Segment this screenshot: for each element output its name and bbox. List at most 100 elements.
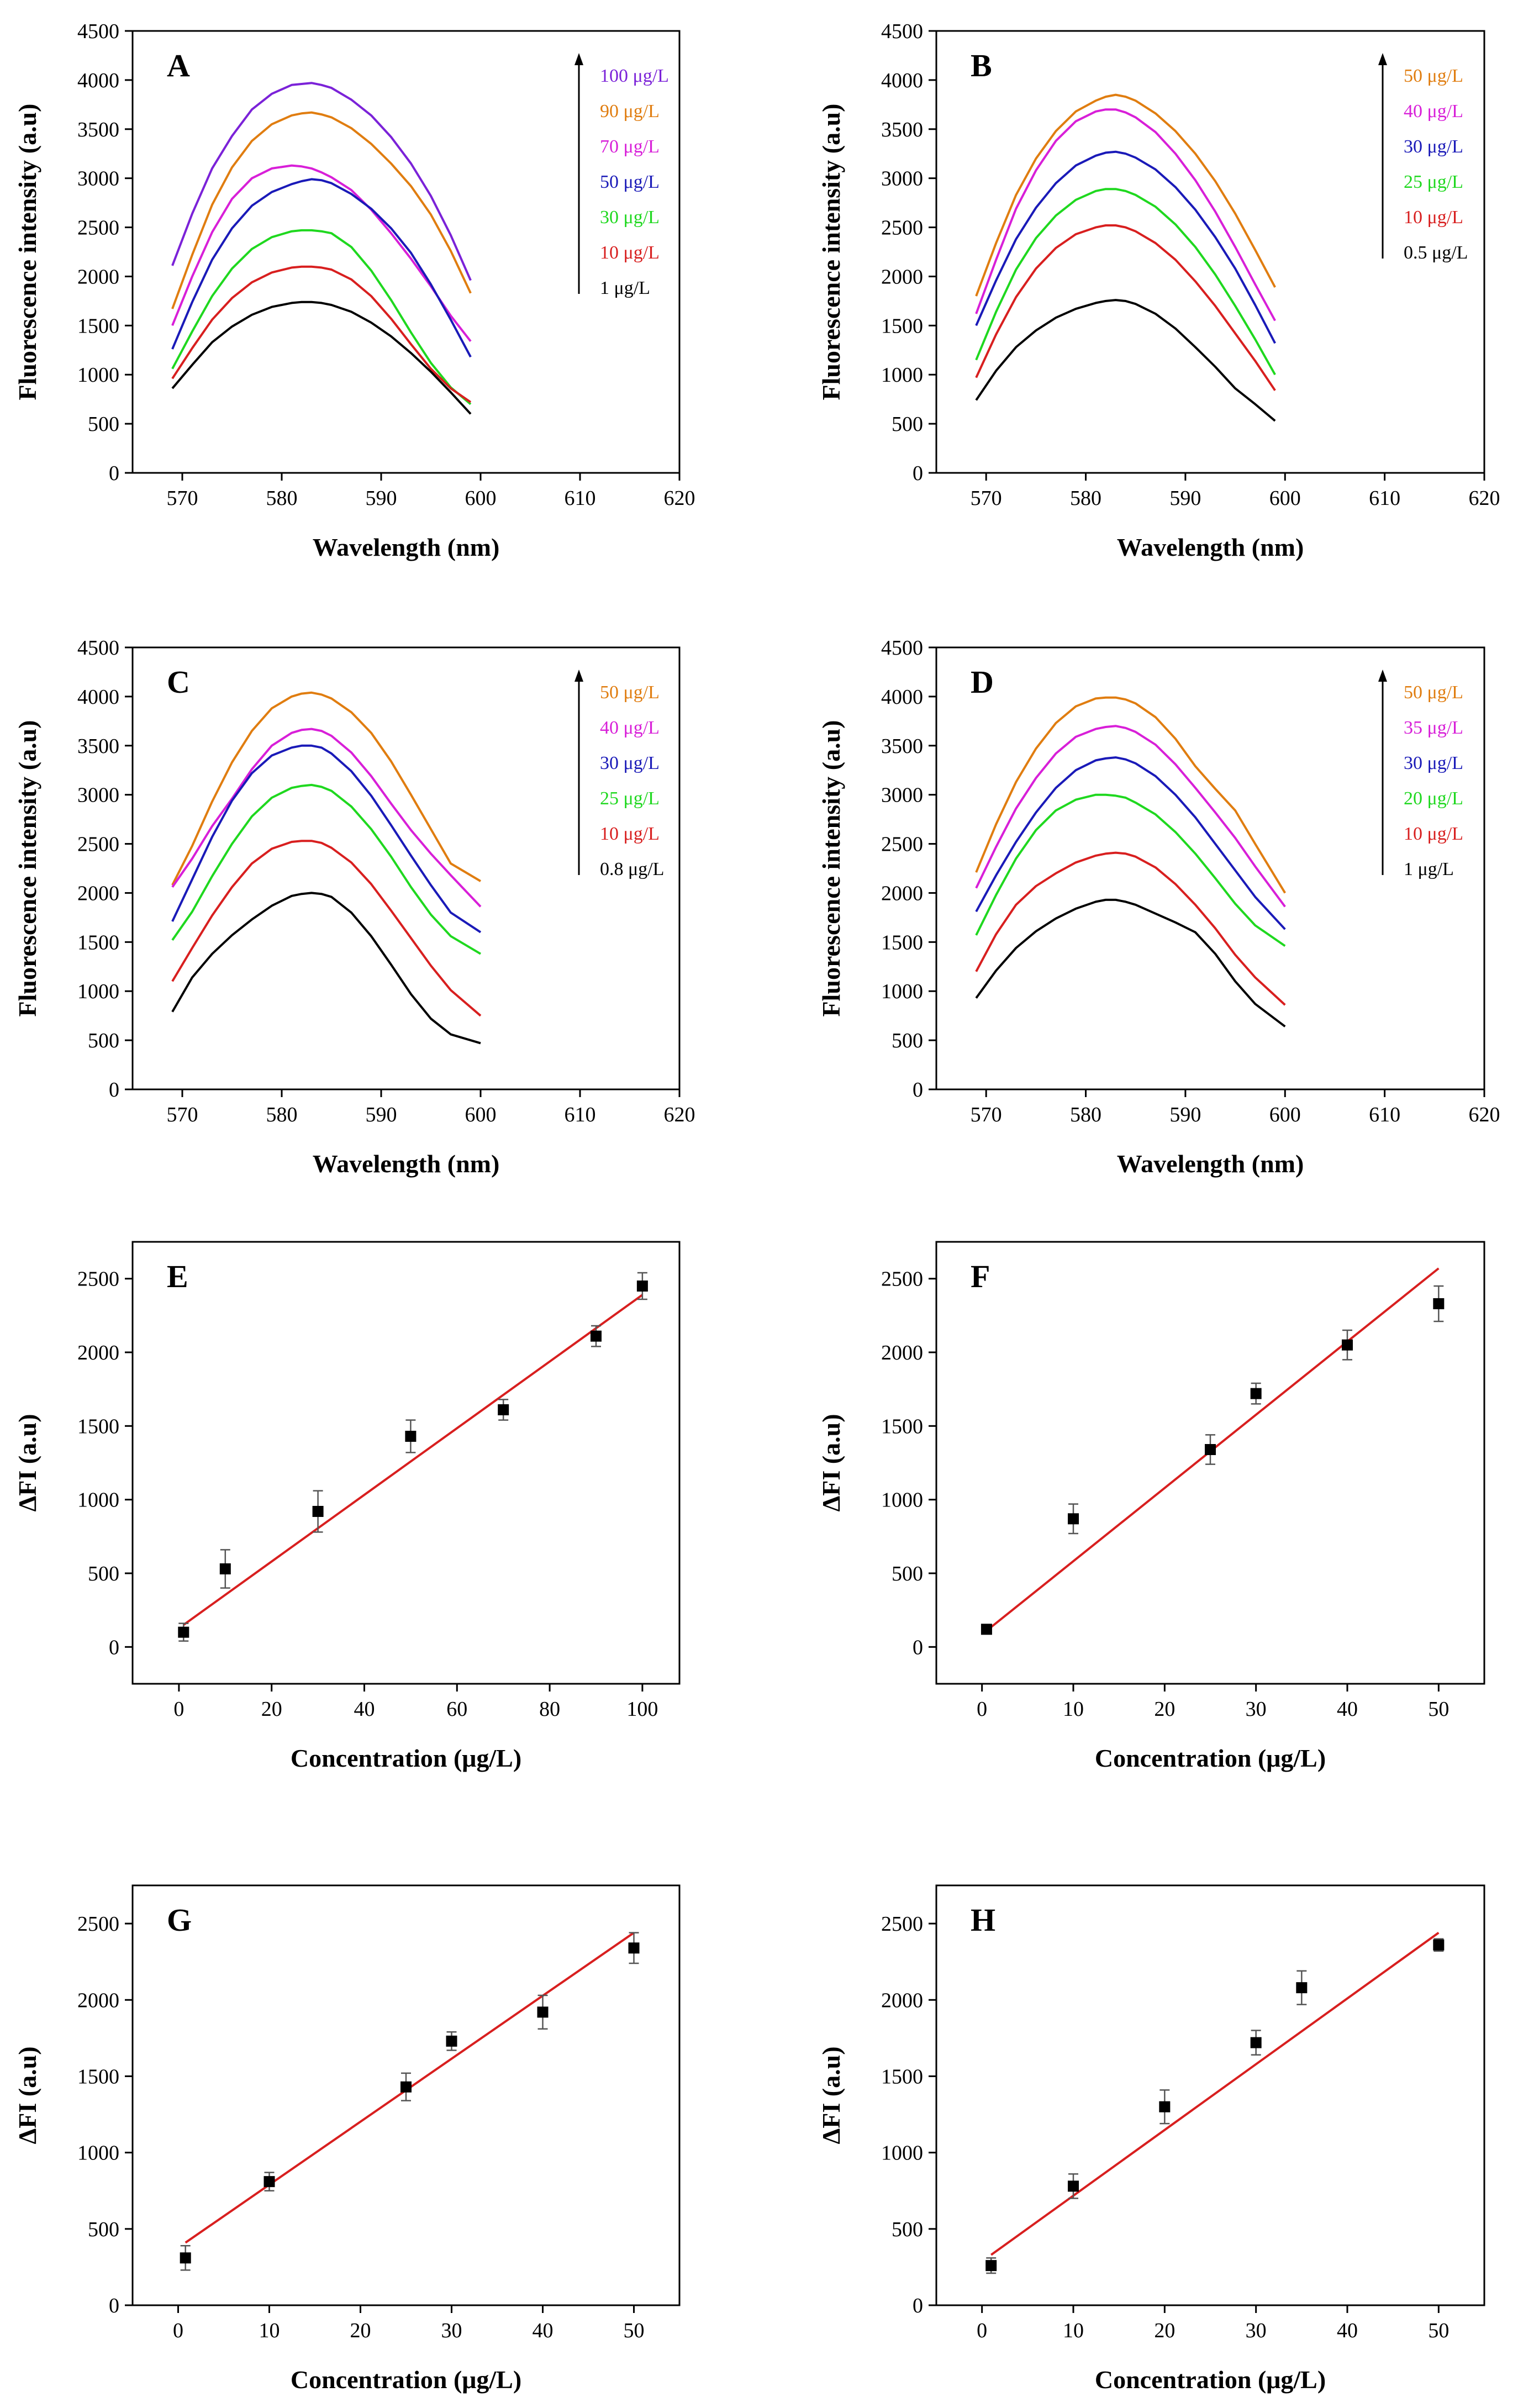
legend-entry: 90 μg/L (600, 101, 660, 122)
y-tick-label: 4000 (881, 686, 923, 709)
y-tick-label: 4000 (77, 686, 119, 709)
data-point (1068, 1513, 1079, 1525)
x-tick-label: 10 (259, 2319, 280, 2342)
x-tick-label: 50 (1428, 2319, 1449, 2342)
series-line (975, 299, 1276, 422)
legend-entry: 30 μg/L (600, 753, 660, 773)
legend-entry: 40 μg/L (1404, 101, 1463, 122)
x-axis-label: Wavelength (nm) (313, 1150, 500, 1178)
x-tick-label: 570 (971, 1103, 1002, 1126)
y-tick-label: 1000 (77, 980, 119, 1003)
series-line (171, 783, 482, 955)
y-tick-label: 3500 (77, 118, 119, 141)
y-tick-label: 0 (109, 1078, 119, 1102)
series-line (171, 744, 482, 934)
series-line (171, 892, 481, 1045)
x-tick-label: 40 (533, 2319, 554, 2342)
series-line (171, 178, 472, 358)
x-tick-label: 580 (266, 1103, 298, 1126)
panel-label: E (167, 1258, 188, 1294)
y-tick-label: 0 (109, 1636, 119, 1659)
x-tick-label: 20 (1154, 2319, 1175, 2342)
y-tick-label: 2500 (881, 833, 923, 856)
series-line (975, 108, 1276, 322)
panel-c: 570 580 590 600 610 620 0 500 1000 1500 2000 2500 30… (13, 636, 695, 1178)
y-tick-label: 1000 (881, 1489, 923, 1512)
plot-frame (131, 646, 681, 1090)
y-tick-label: 2000 (881, 1341, 923, 1364)
series-line (975, 150, 1276, 344)
y-tick-label: 3500 (881, 118, 923, 141)
x-axis-label: Wavelength (nm) (1117, 1150, 1304, 1178)
data-point (1433, 1298, 1445, 1309)
x-tick-label: 590 (1169, 1103, 1201, 1126)
x-tick-label: 0 (173, 1698, 184, 1721)
y-tick-label: 1500 (77, 2065, 119, 2088)
panel-label: F (971, 1258, 990, 1294)
data-point (1433, 1939, 1445, 1951)
y-tick-label: 500 (892, 1562, 923, 1585)
series-line (975, 93, 1276, 297)
y-tick-label: 500 (88, 413, 119, 436)
y-tick-label: 2500 (77, 833, 119, 856)
x-tick-label: 40 (1337, 1698, 1358, 1721)
x-tick-label: 10 (1063, 2319, 1084, 2342)
y-tick-label: 0 (913, 1078, 923, 1102)
legend-entry: 25 μg/L (600, 788, 660, 809)
x-tick-label: 10 (1063, 1698, 1084, 1721)
y-tick-label: 2500 (77, 1268, 119, 1291)
legend-arrow-head (574, 53, 583, 65)
y-axis-label: Fluorescence intensity (a.u) (13, 103, 41, 400)
panel-b: 570 580 590 600 610 620 0 500 1000 1500 2000 2500 30… (817, 20, 1500, 561)
y-tick-label: 500 (892, 1029, 923, 1052)
panel-h: 0 10 20 30 40 5005001000150020002500Concentra… (817, 1884, 1485, 2394)
y-tick-label: 4000 (881, 69, 923, 92)
data-point (1296, 1982, 1308, 1994)
y-tick-label: 3000 (881, 784, 923, 807)
x-tick-label: 30 (441, 2319, 462, 2342)
y-tick-label: 2000 (881, 1989, 923, 2012)
y-tick-label: 2500 (77, 217, 119, 240)
x-tick-label: 100 (626, 1698, 658, 1721)
legend-entry: 0.5 μg/L (1404, 243, 1468, 263)
data-point (312, 1506, 324, 1517)
legend-entry: 35 μg/L (1404, 718, 1463, 738)
y-axis-label: Fluorescence intensity (a.u) (817, 720, 845, 1016)
y-tick-label: 1500 (77, 931, 119, 954)
series-line (975, 224, 1276, 391)
y-tick-label: 1000 (881, 2142, 923, 2165)
x-tick-label: 570 (167, 1103, 198, 1126)
panel-g: 0 10 20 30 40 5005001000150020002500Concentra… (13, 1884, 681, 2394)
legend-entry: 100 μg/L (600, 66, 669, 86)
y-tick-label: 2500 (881, 1268, 923, 1291)
y-tick-label: 2000 (77, 1341, 119, 1364)
y-tick-label: 500 (892, 2218, 923, 2241)
y-tick-label: 2000 (881, 265, 923, 288)
x-tick-label: 0 (977, 2319, 987, 2342)
y-axis-label: ΔFI (a.u) (817, 2046, 845, 2144)
y-tick-label: 1500 (881, 314, 923, 338)
plot-frame (935, 646, 1485, 1090)
y-tick-label: 2500 (881, 217, 923, 240)
y-axis-label: ΔFI (a.u) (13, 1414, 41, 1511)
data-point (1250, 2037, 1262, 2048)
panel-label: C (167, 664, 190, 700)
x-axis-label: Concentration (μg/L) (1095, 2365, 1326, 2394)
y-axis-label: ΔFI (a.u) (817, 1414, 845, 1511)
x-axis-label: Concentration (μg/L) (1095, 1744, 1326, 1772)
data-point (628, 1942, 640, 1954)
y-axis-label: Fluorescence intensity (a.u) (13, 720, 41, 1016)
y-tick-label: 1500 (77, 1415, 119, 1438)
x-tick-label: 40 (1337, 2319, 1358, 2342)
y-tick-label: 4500 (881, 636, 923, 660)
panel-label: G (167, 1902, 192, 1938)
x-tick-label: 20 (261, 1698, 282, 1721)
y-tick-label: 500 (892, 413, 923, 436)
legend-entry: 20 μg/L (1404, 788, 1463, 809)
legend-entry: 40 μg/L (600, 718, 660, 738)
legend-entry: 30 μg/L (1404, 136, 1463, 157)
y-tick-label: 500 (88, 2218, 119, 2241)
x-tick-label: 30 (1246, 1698, 1267, 1721)
data-point (1342, 1339, 1353, 1351)
